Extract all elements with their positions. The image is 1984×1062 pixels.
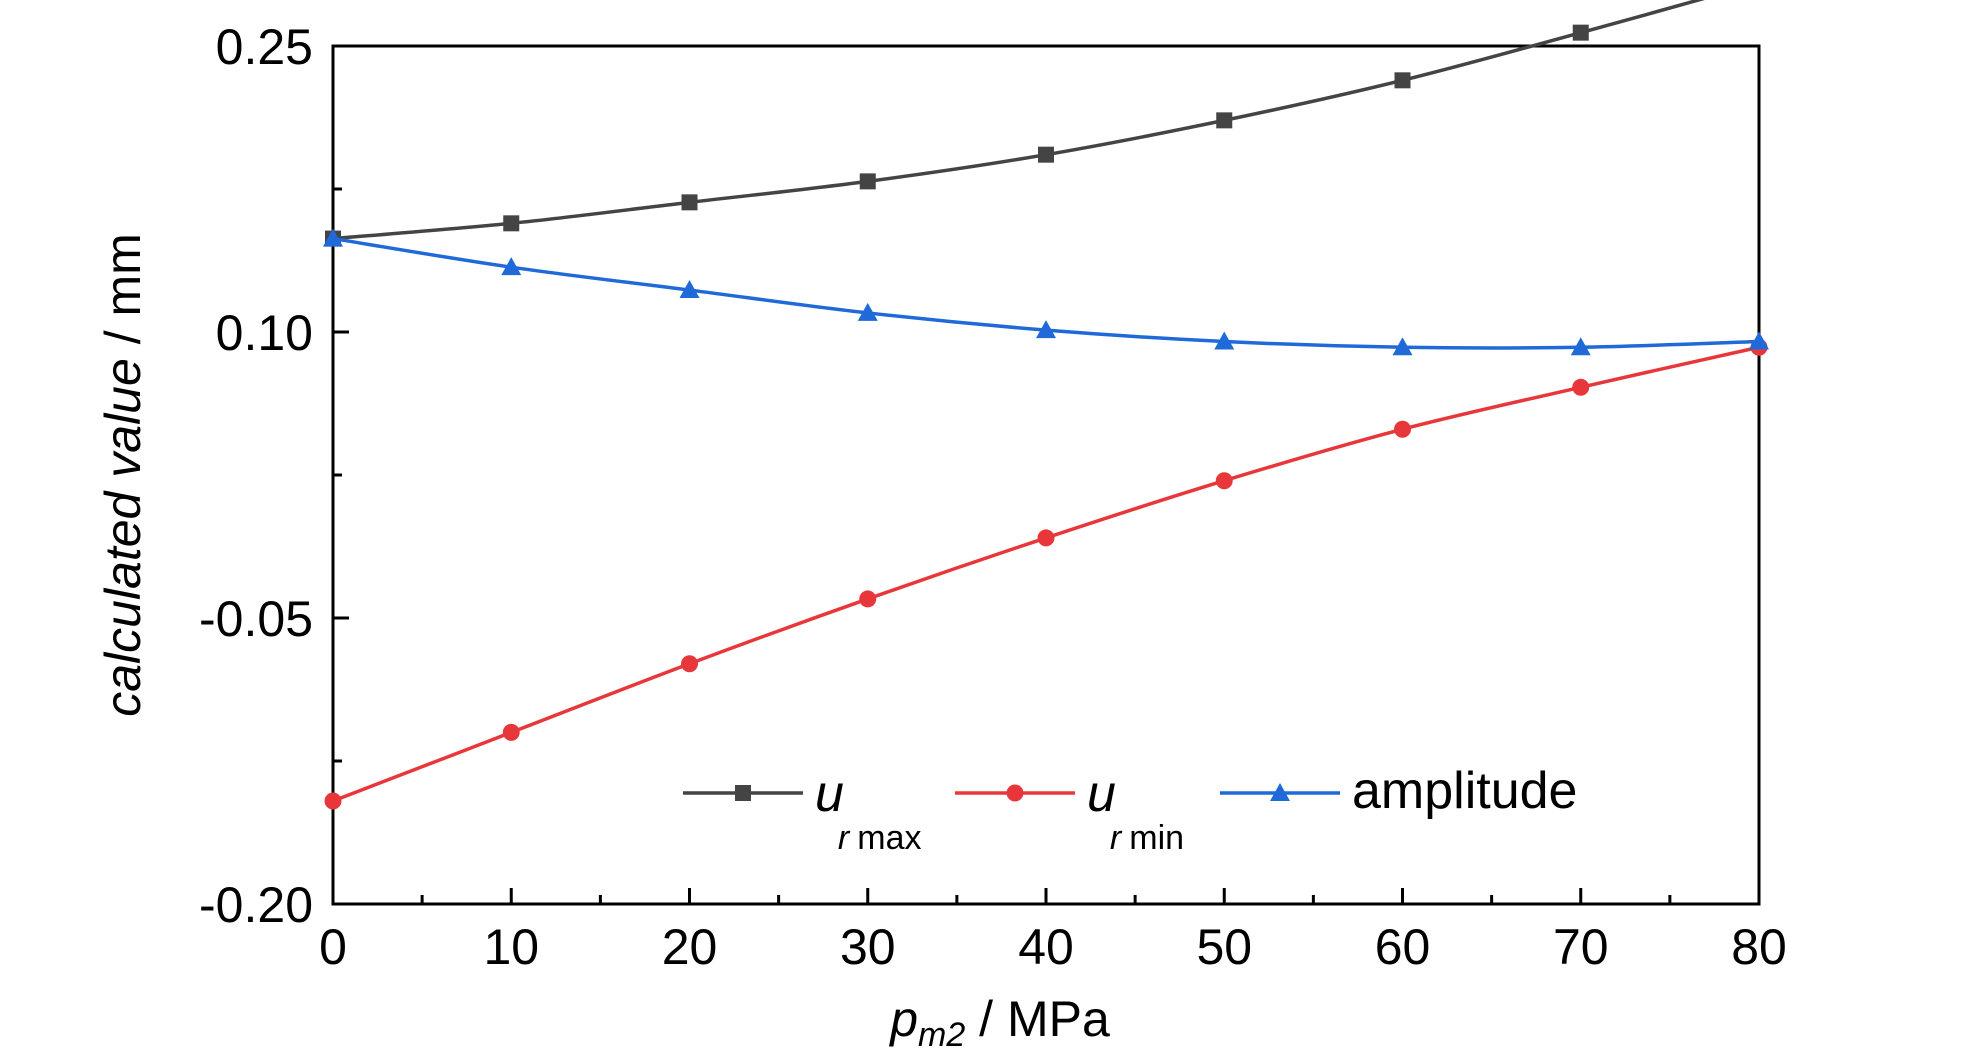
series-layer [323,0,1769,810]
x-axis-title-symbol: p [888,991,918,1047]
x-axis-title: pm2 / MPa [888,991,1110,1054]
data-point [1037,529,1055,547]
data-point [501,257,522,276]
series-1 [325,0,1705,247]
x-tick-label: 10 [483,919,539,975]
y-tick-label: -0.05 [199,591,313,647]
data-point [1215,472,1233,490]
data-point [324,792,342,810]
series-3 [323,228,1769,356]
legend-label: u r max [815,765,921,857]
data-point [1216,112,1233,129]
data-point [1572,378,1590,396]
legend-marker [735,785,751,801]
series-line [332,0,1705,241]
legend-marker [1270,783,1290,801]
y-tick-label: -0.20 [199,877,313,933]
y-tick-label: 0.10 [216,305,313,361]
legend-item: u r max [683,765,921,857]
series-2 [324,338,1768,810]
x-tick-label: 40 [1018,919,1074,975]
data-point [1570,337,1591,356]
data-point [857,302,878,321]
y-tick-label: 0.25 [216,19,313,75]
legend-item: u r min [955,765,1184,857]
data-point [1214,331,1235,350]
x-axis-title-unit: / MPa [965,991,1110,1047]
x-tick-label: 80 [1731,919,1787,975]
legend-symbol: u [815,765,844,823]
data-point [679,280,700,299]
data-point [859,590,877,608]
legend-subscript-var: r [838,819,851,857]
legend-item: amplitude [1220,762,1577,820]
data-point [681,655,698,673]
x-tick-label: 70 [1553,919,1609,975]
data-point [1036,320,1056,339]
data-point [1394,72,1411,89]
x-tick-label: 20 [662,919,718,975]
y-axis-title-main: calculated value [95,358,151,717]
y-axis-title-unit: / mm [95,233,151,358]
legend-subscript-text: max [857,819,921,857]
x-tick-label: 50 [1196,919,1252,975]
data-point [503,215,520,232]
data-point [681,194,698,211]
axis-ticks: 0 10 20 30 40 50 60 70 80 0.25 0.10 -0.05 -0.20 [199,19,1787,975]
data-point [1392,337,1413,356]
data-point [859,173,876,190]
x-tick-label: 60 [1375,919,1431,975]
data-point [323,228,343,247]
data-point [1394,420,1411,438]
y-axis-title: calculated value / mm [95,233,151,717]
data-point [502,723,520,741]
legend-subscript-text: min [1129,819,1184,857]
series-line [332,345,1760,803]
data-point [1749,331,1769,350]
legend-symbol: u [1087,765,1116,823]
x-tick-label: 30 [840,919,896,975]
legend-subscript-var: r [1110,819,1123,857]
legend-marker [1006,784,1024,802]
x-tick-label: 0 [319,919,347,975]
legend-label: u r min [1087,765,1184,857]
legend-label: amplitude [1352,762,1577,820]
x-axis-title-subscript: m2 [918,1016,965,1054]
data-point [1572,24,1589,41]
data-point [1038,146,1054,163]
